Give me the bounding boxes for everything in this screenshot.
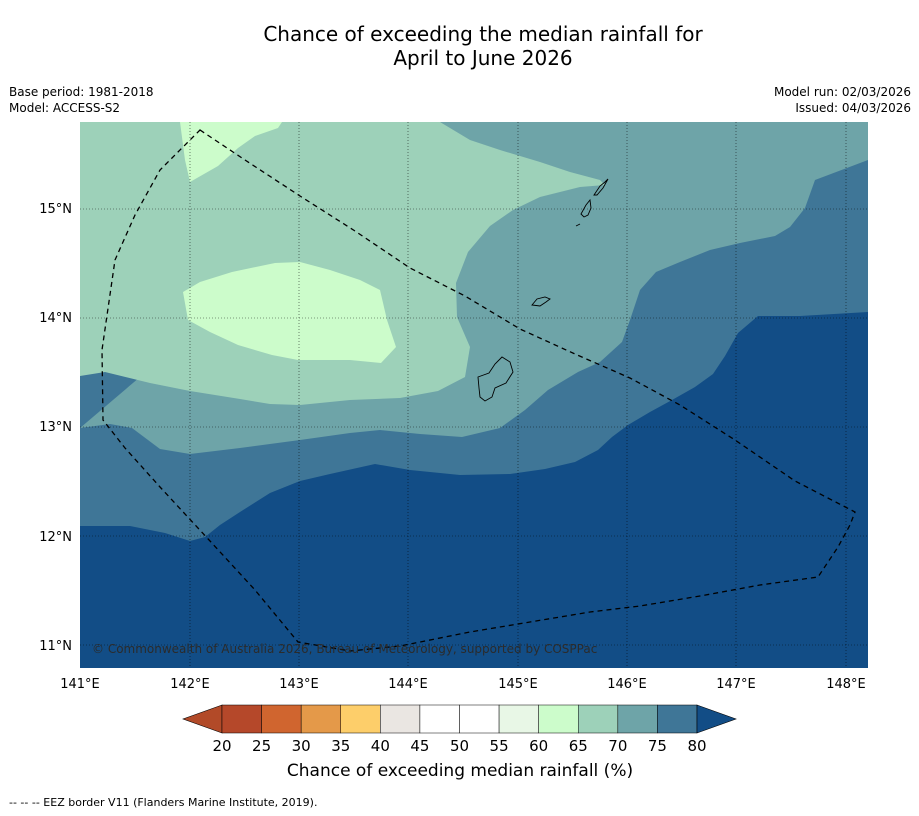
- contour-above-80: [80, 312, 868, 668]
- lon-label-146e: 146°E: [607, 677, 647, 692]
- colorbar-tick-65: 65: [569, 737, 588, 755]
- colorbar-under-arrow: [182, 704, 223, 734]
- colorbar-segments: [221, 704, 698, 734]
- lon-label-147e: 147°E: [716, 677, 756, 692]
- aguijan-islet: [575, 223, 581, 227]
- colorbar-tick-25: 25: [252, 737, 271, 755]
- lat-axis: 15°N 14°N 13°N 12°N 11°N: [39, 202, 72, 654]
- colorbar-segment-25-30: [261, 704, 302, 734]
- colorbar-tick-55: 55: [490, 737, 509, 755]
- contour-60-65-center: [183, 262, 396, 363]
- colorbar-segment-60-65: [538, 704, 579, 734]
- issued-text: Issued: 04/03/2026: [795, 101, 911, 115]
- colorbar-tick-35: 35: [331, 737, 350, 755]
- tinian-island: [580, 198, 592, 218]
- colorbar-tick-60: 60: [529, 737, 548, 755]
- eez-legend: -- -- -- EEZ border V11 (Flanders Marine…: [9, 796, 318, 809]
- contour-65-70: [80, 122, 605, 405]
- lon-label-144e: 144°E: [388, 677, 428, 692]
- colorbar-segment-35-40: [340, 704, 381, 734]
- colorbar-over-arrow: [696, 704, 737, 734]
- eez-border: [101, 129, 856, 652]
- islands: [477, 178, 609, 402]
- colorbar-tick-45: 45: [410, 737, 429, 755]
- lat-label-11n: 11°N: [39, 639, 72, 654]
- colorbar-tick-80: 80: [687, 737, 706, 755]
- lon-label-141e: 141°E: [60, 677, 100, 692]
- guam-island: [477, 356, 514, 402]
- colorbar-tick-20: 20: [212, 737, 231, 755]
- title-line-1: Chance of exceeding the median rainfall …: [263, 22, 703, 46]
- base-period-text: Base period: 1981-2018: [9, 85, 154, 99]
- colorbar-tick-70: 70: [608, 737, 627, 755]
- colorbar-segment-55-60: [498, 704, 539, 734]
- rota-island: [531, 296, 551, 307]
- lat-label-13n: 13°N: [39, 420, 72, 435]
- colorbar-title: Chance of exceeding median rainfall (%): [286, 761, 634, 781]
- colorbar-tick-30: 30: [292, 737, 311, 755]
- lon-label-143e: 143°E: [279, 677, 319, 692]
- colorbar-ticks: 20 25 30 35 40 45 50 55 60 65 70 75 80: [212, 737, 706, 755]
- colorbar-segment-30-35: [300, 704, 341, 734]
- colorbar-tick-40: 40: [371, 737, 390, 755]
- saipan-island: [593, 178, 609, 196]
- model-run-text: Model run: 02/03/2026: [773, 85, 911, 99]
- map-panel: © Commonwealth of Australia 2026, Bureau…: [80, 122, 868, 668]
- colorbar: 20 25 30 35 40 45 50 55 60 65 70 75 80: [182, 704, 737, 755]
- colorbar-segment-50-55: [459, 704, 500, 734]
- gridlines: [80, 122, 868, 668]
- map-title: Chance of exceeding the median rainfall …: [0, 22, 919, 70]
- colorbar-segment-45-50: [419, 704, 460, 734]
- title-line-2: April to June 2026: [393, 46, 573, 70]
- colorbar-tick-50: 50: [450, 737, 469, 755]
- lat-label-14n: 14°N: [39, 311, 72, 326]
- lon-label-142e: 142°E: [170, 677, 210, 692]
- meta-right: Model run: 02/03/2026 Issued: 04/03/2026: [774, 84, 911, 116]
- lon-label-145e: 145°E: [498, 677, 538, 692]
- colorbar-segment-70-75: [617, 704, 658, 734]
- model-text: Model: ACCESS-S2: [9, 101, 121, 115]
- colorbar-segment-75-80: [657, 704, 698, 734]
- lat-label-15n: 15°N: [39, 202, 72, 217]
- colorbar-segment-65-70: [578, 704, 619, 734]
- colorbar-segment-20-25: [221, 704, 262, 734]
- colorbar-tick-75: 75: [648, 737, 667, 755]
- copyright-text: © Commonwealth of Australia 2026, Bureau…: [92, 642, 597, 656]
- colorbar-segment-40-45: [380, 704, 421, 734]
- lat-label-12n: 12°N: [39, 530, 72, 545]
- meta-left: Base period: 1981-2018 Model: ACCESS-S2: [9, 84, 154, 116]
- contour-60-65-north: [180, 122, 282, 182]
- lon-label-148e: 148°E: [826, 677, 866, 692]
- lon-axis: 141°E 142°E 143°E 144°E 145°E 146°E 147°…: [60, 677, 866, 692]
